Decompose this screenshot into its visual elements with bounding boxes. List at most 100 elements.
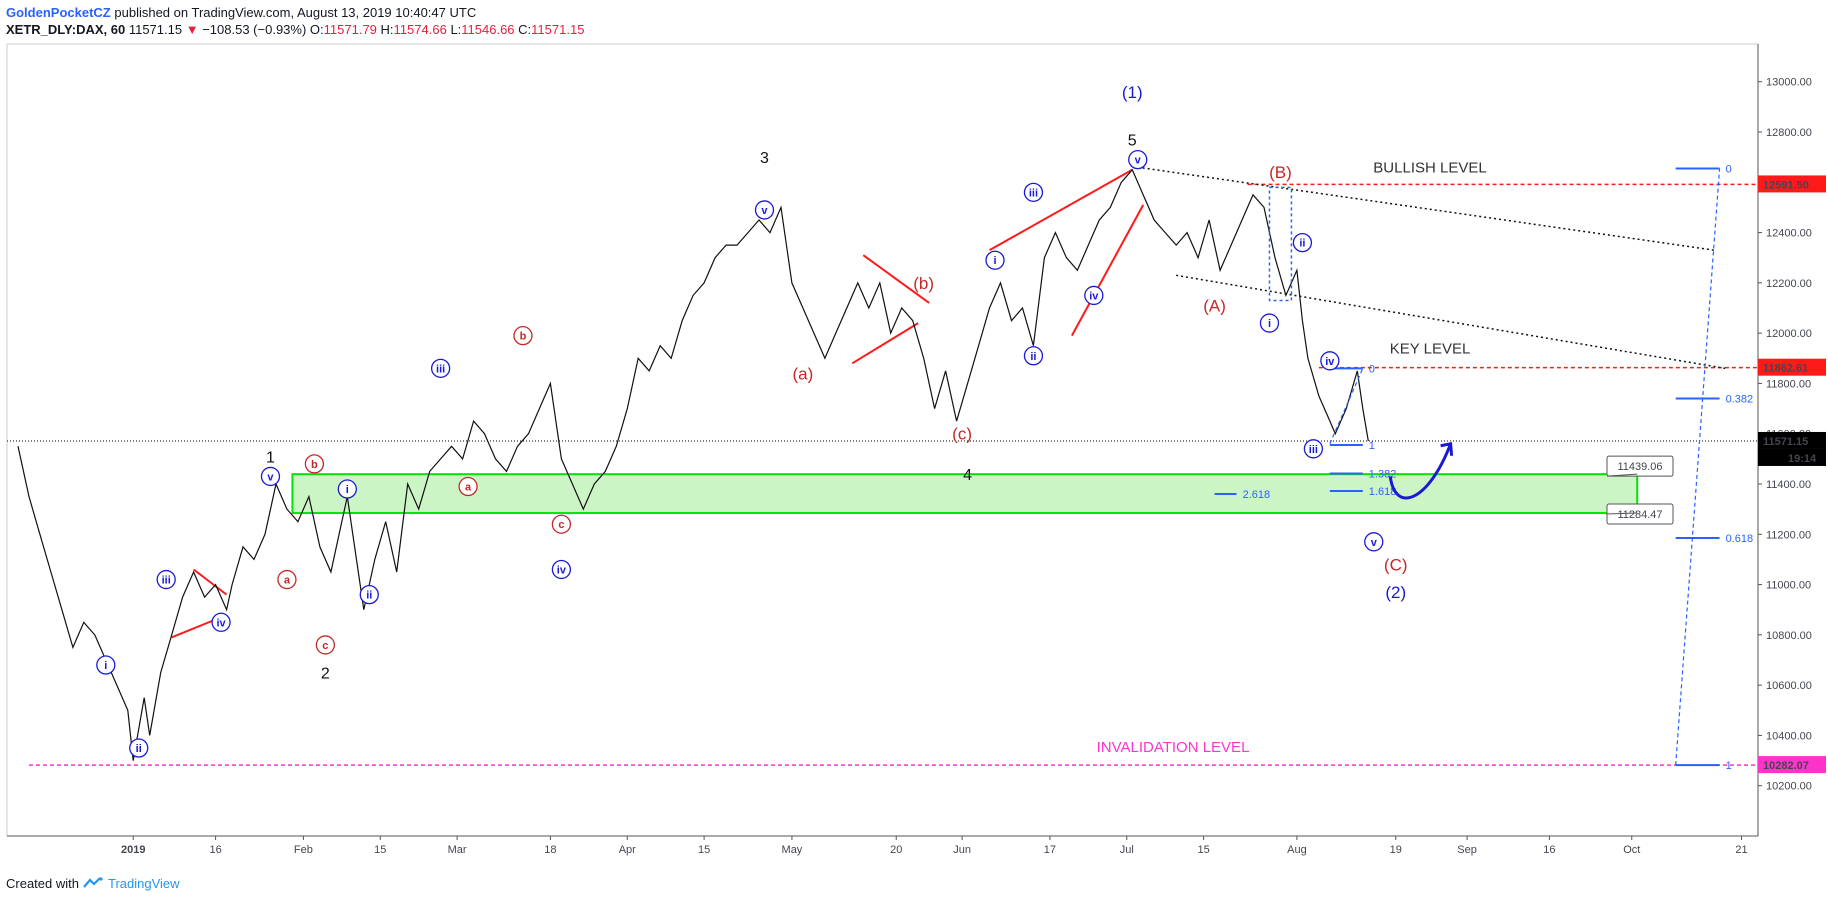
wedge-line (851, 322, 919, 365)
time-tick-label: 15 (698, 844, 710, 856)
wave-label: i (993, 255, 996, 267)
wave-marker (1292, 232, 1313, 253)
wave-marker (260, 466, 281, 487)
price-line (17, 168, 1369, 761)
wave-label: ii (136, 743, 142, 755)
open-label: O: (309, 22, 324, 37)
wave-marker (754, 200, 775, 220)
wave-label: b (520, 331, 527, 343)
fib-ext-label: 1.382 (1369, 468, 1397, 480)
wave-label: 5 (1128, 133, 1137, 150)
down-arrow-icon: ▼ (185, 22, 199, 37)
wave-label: 3 (760, 150, 769, 167)
time-tick-label: May (782, 844, 803, 856)
wave-marker (1303, 439, 1324, 459)
fib-ext-label: 2.618 (1243, 489, 1271, 501)
wave-label: iii (436, 363, 445, 375)
level-label: BULLISH LEVEL (1373, 159, 1486, 176)
time-tick-label: 21 (1735, 844, 1747, 856)
symbol-label: XETR_DLY:DAX, 60 (6, 22, 126, 37)
support-zone (291, 473, 1639, 515)
wave-label: v (761, 205, 768, 217)
zone-bottom-label: 11284.47 (1617, 509, 1662, 521)
countdown-tag-bg (1758, 448, 1826, 466)
fib-level-label: 0.618 (1726, 533, 1754, 545)
wedge-line (862, 254, 930, 304)
level-tag: 10282.07 (1763, 760, 1809, 772)
wave-label: (a) (793, 364, 814, 383)
wave-label: (A) (1203, 296, 1226, 315)
zone-bottom-label-pointer (1606, 512, 1638, 515)
time-tick-label: Mar (448, 844, 467, 856)
wave-label: c (322, 640, 328, 652)
fib-level-label: 0 (1726, 163, 1732, 175)
price-tick-label: 12200.00 (1766, 278, 1812, 290)
wave-label: v (1371, 537, 1378, 549)
wave-marker (1259, 313, 1280, 333)
wave-label: 1 (266, 449, 275, 466)
price-tick-label: 11200.00 (1766, 529, 1811, 541)
wave-label: v (1135, 155, 1142, 167)
wave-marker (551, 559, 572, 580)
wave-label: ii (1299, 238, 1305, 250)
wave-marker (277, 569, 297, 590)
open-value: 11571.79 (323, 22, 377, 37)
wave-label: 4 (963, 467, 972, 484)
time-tick-label: Jun (953, 844, 971, 856)
price-tick-label: 12800.00 (1766, 127, 1812, 139)
wave-marker (985, 250, 1005, 270)
zone-top-label-pointer (1606, 473, 1638, 477)
zone-top-label: 11439.06 (1617, 461, 1662, 473)
author-name[interactable]: GoldenPocketCZ (6, 5, 111, 20)
close-label: C: (518, 22, 532, 37)
low-value: 11546.66 (461, 22, 515, 37)
time-tick-label: Sep (1457, 844, 1477, 856)
wave-marker (458, 476, 478, 497)
wave-marker (156, 569, 176, 590)
channel-upper-line (1137, 166, 1715, 251)
wave-label: iv (1089, 290, 1099, 302)
level-label: KEY LEVEL (1390, 341, 1471, 358)
wave-label: i (1268, 318, 1271, 330)
price-tick-label: 13000.00 (1766, 77, 1812, 89)
time-tick-label: 17 (1044, 844, 1056, 856)
wave-label: i (104, 660, 107, 672)
time-tick-label: 20 (890, 844, 902, 856)
wave-label: i (346, 484, 349, 496)
close-value: 11571.15 (531, 22, 585, 37)
wedge-line (989, 168, 1133, 252)
tradingview-logo-icon (82, 876, 105, 893)
wave-label: (b) (913, 274, 934, 293)
wave-marker (1084, 285, 1104, 306)
last-price-tag-bg (1758, 431, 1826, 449)
price-tick-label: 12400.00 (1766, 228, 1812, 240)
wave-label: ii (1030, 351, 1036, 363)
wave-label: b (311, 459, 318, 471)
time-tick-label: Oct (1623, 844, 1640, 856)
fib-ext-label: 0 (1369, 363, 1375, 375)
high-label: H: (380, 22, 394, 37)
price-tick-label: 11000.00 (1766, 580, 1811, 592)
wave-label: iii (1309, 444, 1318, 456)
wave-marker (1023, 346, 1044, 366)
price-tick-label: 11800.00 (1766, 378, 1811, 390)
wave-label: iv (216, 617, 226, 629)
wave-label: (C) (1384, 555, 1408, 574)
arrow-head-icon (1440, 441, 1454, 456)
wave-marker (1320, 351, 1340, 371)
wave-marker (430, 358, 451, 378)
wave-label: iv (1325, 356, 1335, 368)
tradingview-brand[interactable]: TradingView (108, 876, 180, 891)
wave-label: 2 (321, 666, 330, 683)
wave-marker (96, 655, 116, 675)
time-tick-label: 16 (209, 844, 221, 856)
wave-marker (1364, 532, 1384, 552)
wave-label: v (267, 471, 274, 483)
price-tick-label: 12000.00 (1766, 328, 1812, 340)
created-with-text: Created with (6, 876, 79, 891)
price-tick-label: 11400.00 (1766, 479, 1811, 491)
time-tick-label: 15 (1197, 844, 1209, 856)
wave-marker (304, 454, 325, 474)
fib-box (1268, 186, 1293, 302)
